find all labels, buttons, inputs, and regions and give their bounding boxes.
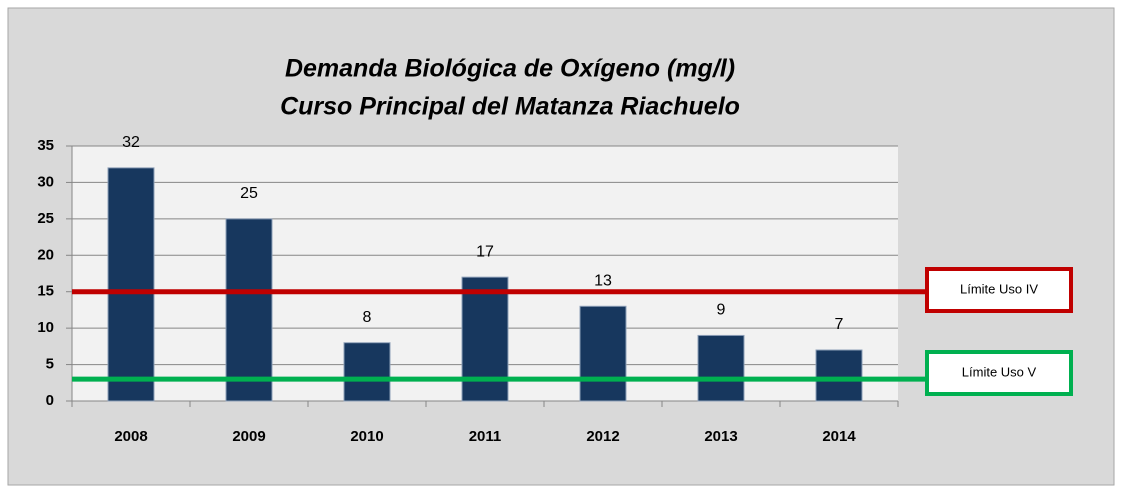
chart-subtitle: Curso Principal del Matanza Riachuelo: [280, 93, 740, 121]
data-label: 32: [122, 134, 140, 151]
y-tick-label: 15: [37, 283, 54, 300]
bar: [579, 305, 627, 402]
reference-label: Límite Uso V: [962, 364, 1037, 379]
reference-label: Límite Uso IV: [960, 281, 1038, 296]
bar: [461, 276, 509, 402]
y-tick-label: 35: [37, 137, 54, 154]
x-tick-label: 2011: [469, 428, 502, 445]
data-label: 8: [363, 309, 372, 326]
bar: [107, 167, 155, 402]
data-label: 25: [240, 185, 258, 202]
bar: [343, 342, 391, 402]
y-tick-label: 5: [46, 356, 54, 373]
bar: [225, 218, 273, 402]
x-tick-label: 2014: [822, 428, 856, 445]
bar: [697, 334, 745, 402]
chart-title: Demanda Biológica de Oxígeno (mg/l): [285, 55, 735, 83]
data-label: 17: [476, 243, 494, 260]
bar: [815, 349, 863, 402]
x-tick-label: 2008: [114, 428, 147, 445]
x-tick-label: 2013: [704, 428, 737, 445]
x-tick-label: 2010: [350, 428, 383, 445]
reference-label-box: [925, 350, 1073, 396]
y-tick-label: 10: [37, 319, 54, 336]
x-tick-label: 2009: [232, 428, 265, 445]
data-label: 9: [717, 302, 726, 319]
data-label: 13: [594, 273, 612, 290]
y-tick-label: 25: [37, 210, 54, 227]
y-tick-label: 20: [37, 246, 54, 263]
data-label: 7: [835, 316, 844, 333]
y-tick-label: 30: [37, 173, 54, 190]
x-tick-label: 2012: [586, 428, 619, 445]
y-tick-label: 0: [46, 392, 54, 409]
reference-label-box: [925, 267, 1073, 313]
